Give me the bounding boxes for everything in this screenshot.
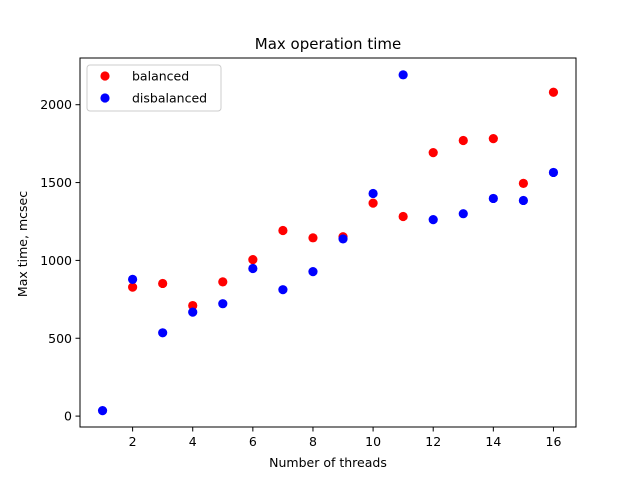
point-balanced-3 (158, 278, 168, 289)
x-axis-ticks: 2 4 6 8 10 12 14 16 (129, 427, 562, 449)
point-disbalanced-11 (398, 70, 408, 80)
point-balanced-14 (488, 134, 498, 144)
point-balanced-8 (308, 233, 318, 243)
point-balanced-10 (368, 198, 378, 208)
point-balanced-2 (128, 282, 138, 292)
y-tick-label: 500 (48, 331, 72, 346)
point-balanced-13 (458, 135, 468, 146)
y-axis-ticks: 0 500 1000 1500 2000 (40, 97, 80, 424)
y-tick-label: 2000 (40, 97, 72, 112)
point-disbalanced-3 (158, 328, 168, 338)
point-disbalanced-7 (278, 285, 288, 295)
legend-box (86, 64, 222, 112)
point-disbalanced-10 (368, 188, 378, 199)
point-balanced-4 (188, 300, 198, 311)
point-disbalanced-4 (188, 307, 198, 317)
legend-marker-balanced (100, 71, 110, 81)
point-disbalanced-12 (428, 215, 438, 225)
x-tick-label: 4 (189, 434, 197, 449)
y-axis-label: Max time, mcsec (15, 191, 30, 297)
point-disbalanced-14 (488, 193, 498, 204)
point-disbalanced-1 (97, 406, 108, 416)
chart-title: Max operation time (255, 35, 401, 53)
y-tick-label: 0 (64, 409, 72, 424)
point-balanced-7 (278, 225, 288, 236)
legend-label-disbalanced: disbalanced (132, 91, 207, 106)
x-tick-label: 16 (546, 434, 562, 449)
point-balanced-12 (428, 148, 438, 158)
point-balanced-16 (548, 87, 559, 97)
point-balanced-11 (398, 211, 408, 222)
point-disbalanced-2 (128, 274, 138, 284)
x-tick-label: 14 (485, 434, 501, 449)
x-tick-label: 12 (425, 434, 441, 449)
plot-frame (79, 57, 577, 428)
legend-marker-disbalanced (100, 93, 110, 103)
x-tick-label: 6 (249, 434, 257, 449)
point-disbalanced-6 (248, 263, 258, 274)
series-disbalanced (97, 70, 559, 416)
x-axis-label: Number of threads (269, 455, 387, 470)
point-balanced-6 (248, 255, 258, 265)
plot-area (79, 57, 577, 428)
point-balanced-5 (218, 277, 228, 287)
y-tick-label: 1500 (40, 175, 72, 190)
x-tick-label: 2 (129, 434, 137, 449)
point-disbalanced-8 (308, 267, 318, 277)
point-disbalanced-9 (338, 234, 348, 244)
x-tick-label: 10 (365, 434, 381, 449)
point-disbalanced-5 (218, 299, 228, 309)
legend-label-balanced: balanced (132, 69, 189, 84)
x-tick-label: 8 (309, 434, 317, 449)
legend: balanced disbalanced (86, 64, 222, 112)
point-balanced-15 (518, 178, 528, 188)
point-disbalanced-13 (458, 209, 468, 219)
point-disbalanced-15 (518, 195, 528, 206)
y-tick-label: 1000 (40, 253, 72, 268)
point-disbalanced-16 (548, 167, 559, 178)
